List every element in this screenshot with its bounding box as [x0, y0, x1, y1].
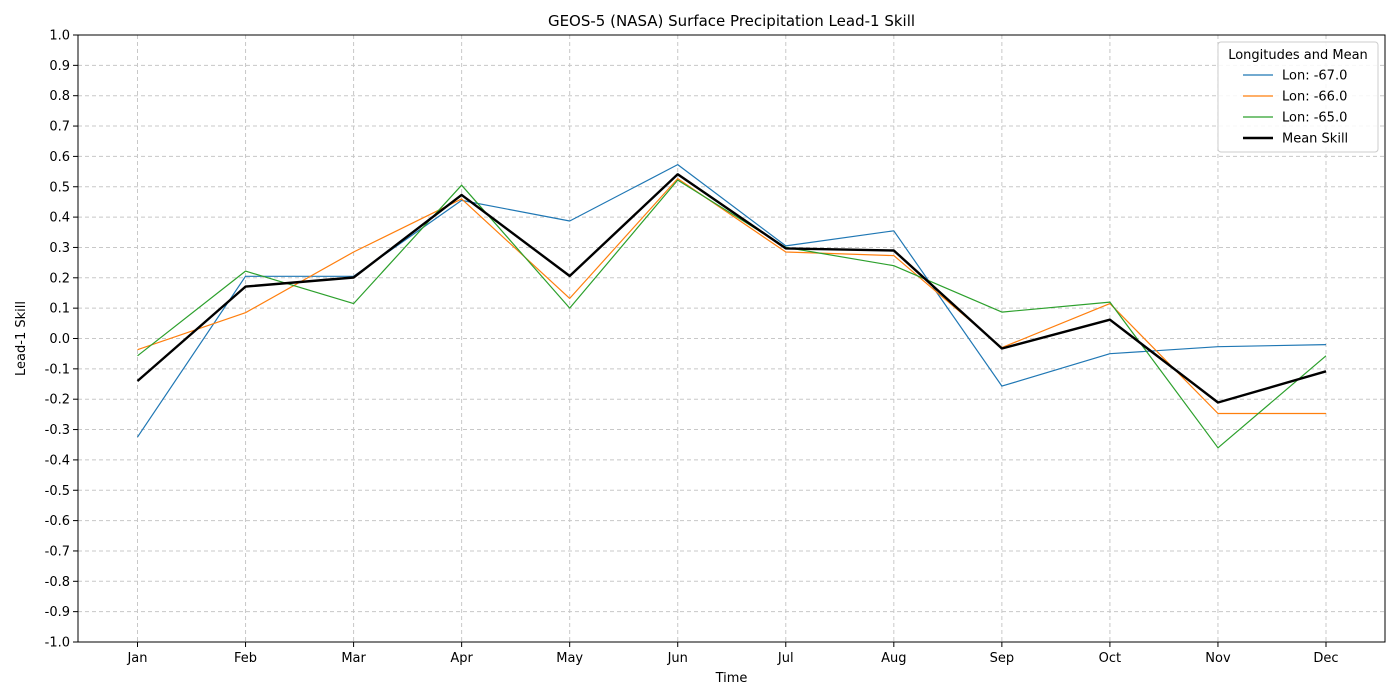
y-tick-label: 0.0 — [49, 332, 70, 347]
legend-box — [1217, 41, 1379, 153]
legend: Longitudes and Mean Lon: -67.0 Lon: -66.0… — [1217, 41, 1379, 153]
y-tick-label: 0.8 — [49, 89, 70, 104]
x-tick-label: Jun — [667, 651, 688, 666]
series-line-3 — [136, 173, 1327, 404]
y-tick-label: -0.6 — [45, 514, 70, 529]
y-tick-label: -0.8 — [45, 575, 70, 590]
y-tick-label: -0.5 — [45, 484, 70, 499]
y-axis-ticks: -1.0 -0.9 -0.8 -0.7 -0.6 -0.5 -0.4 -0.3 -0.2 -0.1… — [45, 29, 78, 651]
x-tick-label: Oct — [1099, 651, 1121, 666]
x-tick-label: Jul — [777, 651, 794, 666]
x-tick-label: Nov — [1205, 651, 1231, 666]
y-tick-label: -0.3 — [45, 423, 70, 438]
x-tick-label: May — [556, 651, 583, 666]
legend-items: Lon: -67.0 Lon: -66.0 Lon: -65.0 Mean Skill — [1243, 69, 1348, 147]
y-tick-label: -0.9 — [45, 605, 70, 620]
legend-label: Lon: -65.0 — [1282, 111, 1347, 126]
y-tick-label: 0.4 — [49, 211, 70, 226]
x-tick-label: Mar — [341, 651, 366, 666]
series-line-2 — [137, 179, 1327, 449]
series-line-1 — [137, 178, 1326, 415]
x-axis-title: Time — [715, 671, 748, 686]
series-lines — [136, 164, 1327, 449]
y-tick-label: -0.1 — [45, 362, 70, 377]
legend-label: Lon: -66.0 — [1282, 90, 1347, 105]
y-tick-label: 0.3 — [49, 241, 70, 256]
y-tick-label: 0.9 — [49, 59, 70, 74]
x-tick-label: Jan — [126, 651, 147, 666]
legend-label: Lon: -67.0 — [1282, 69, 1347, 84]
series-line-0 — [137, 164, 1327, 438]
y-tick-label: 0.2 — [49, 271, 70, 286]
y-tick-label: 0.5 — [49, 180, 70, 195]
x-tick-label: Sep — [990, 651, 1015, 666]
y-tick-label: -1.0 — [45, 636, 70, 651]
y-tick-label: -0.4 — [45, 453, 70, 468]
x-tick-label: Feb — [234, 651, 257, 666]
legend-title: Longitudes and Mean — [1228, 48, 1368, 63]
y-axis-title: Lead-1 Skill — [14, 301, 29, 376]
x-axis-ticks: Jan Feb Mar Apr May Jun Jul Aug Sep Oct Nov Dec — [126, 642, 1339, 666]
y-tick-label: 0.1 — [49, 302, 70, 317]
y-tick-label: 0.6 — [49, 150, 70, 165]
legend-label: Mean Skill — [1282, 132, 1348, 147]
y-tick-label: 1.0 — [49, 29, 70, 44]
y-tick-label: 0.7 — [49, 120, 70, 135]
y-tick-label: -0.2 — [45, 393, 70, 408]
x-tick-label: Apr — [450, 651, 473, 666]
chart-title: GEOS-5 (NASA) Surface Precipitation Lead… — [548, 12, 915, 30]
x-tick-label: Dec — [1313, 651, 1338, 666]
grid-lines — [78, 34, 1385, 643]
y-tick-label: -0.7 — [45, 544, 70, 559]
x-tick-label: Aug — [881, 651, 906, 666]
